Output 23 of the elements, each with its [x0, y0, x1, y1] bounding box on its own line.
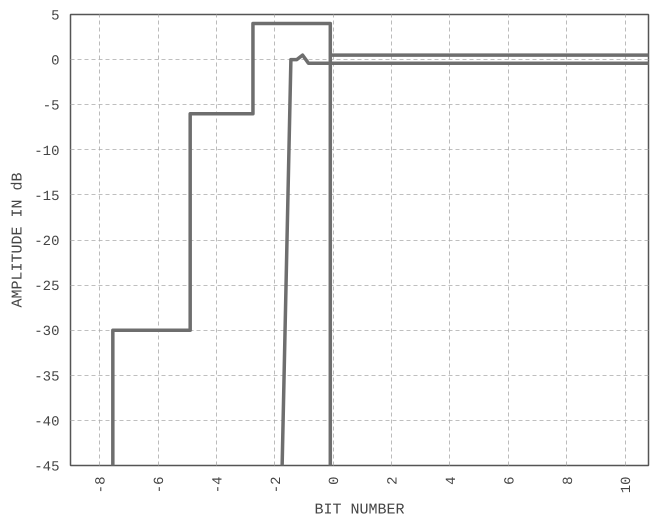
y-tick-label: -45 — [34, 460, 60, 476]
y-tick-label: -25 — [34, 279, 60, 296]
y-tick-label: 0 — [51, 54, 60, 70]
y-axis-title: AMPLITUDE IN dB — [9, 172, 26, 308]
y-tick-label: -35 — [34, 369, 60, 386]
x-tick-label: -2 — [268, 476, 285, 494]
y-tick-label: -10 — [34, 144, 60, 160]
y-tick-label: -30 — [34, 324, 60, 340]
y-tick-label: 5 — [51, 8, 60, 24]
x-tick-label: 6 — [502, 476, 518, 485]
x-tick-label: 0 — [327, 476, 344, 485]
x-tick-label: -6 — [152, 476, 168, 494]
x-tick-label: -8 — [94, 476, 110, 494]
x-tick-label: -4 — [210, 476, 226, 494]
x-axis-title: BIT NUMBER — [314, 501, 405, 518]
x-tick-label: 10 — [619, 476, 636, 494]
y-tick-label: -5 — [42, 98, 60, 115]
x-tick-label: 2 — [386, 476, 402, 485]
x-tick-label: 8 — [560, 476, 577, 485]
y-tick-label: -20 — [34, 234, 60, 250]
y-tick-label: -15 — [34, 188, 60, 205]
y-tick-label: -40 — [34, 414, 60, 430]
x-tick-label: 4 — [444, 476, 460, 485]
